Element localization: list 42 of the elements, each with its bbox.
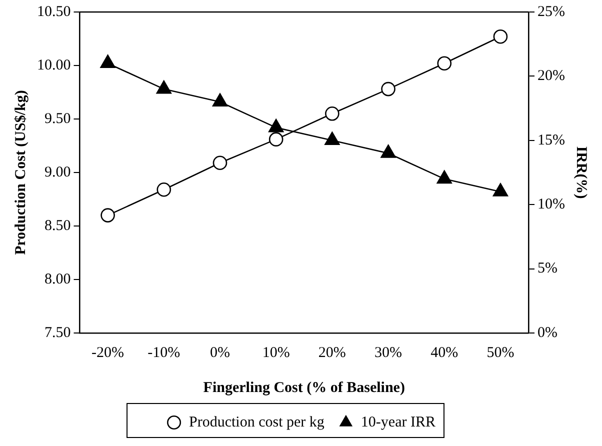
point [156, 182, 172, 197]
point [212, 93, 228, 107]
x-tick-label: -10% [148, 344, 180, 361]
y2-tick-label: 20% [538, 68, 566, 84]
x-tick-label: 50% [486, 344, 514, 361]
y2-tick-label: 15% [538, 132, 566, 148]
y-tick-label: 10.50 [37, 4, 71, 20]
y-axis-title: Production Cost (US$/kg) [12, 90, 29, 255]
point [212, 156, 228, 170]
y-tick-label: 9.00 [44, 164, 71, 180]
point [268, 132, 284, 146]
point [100, 54, 116, 68]
y-tick-label: 8.00 [44, 271, 71, 288]
x-tick-label: 20% [318, 344, 346, 361]
point [492, 183, 508, 196]
point [380, 144, 396, 158]
legend-label: Production cost per kg [189, 414, 325, 430]
y-tick-label: 10.00 [37, 57, 71, 74]
point [437, 56, 452, 71]
legend-label: 10-year IRR [360, 414, 436, 430]
point [100, 208, 115, 222]
point [436, 170, 452, 184]
point [493, 29, 508, 44]
y-tick-label: 8.50 [44, 218, 71, 234]
x-tick-label: -20% [92, 344, 124, 361]
point [325, 106, 340, 121]
y2-tick-label: 25% [538, 4, 566, 20]
x-tick-label: 40% [430, 344, 458, 361]
x-tick-label: 10% [262, 344, 290, 361]
y-tick-label: 7.50 [44, 324, 71, 341]
y2-axis-title: IRR(%) [573, 146, 590, 199]
y2-tick-label: 10% [538, 196, 566, 213]
point [381, 82, 396, 96]
point [268, 118, 284, 132]
x-axis-title: Fingerling Cost (% of Baseline) [203, 380, 405, 396]
y-tick-label: 9.50 [44, 110, 71, 127]
y2-tick-label: 5% [538, 260, 558, 277]
point [324, 132, 340, 146]
x-tick-label: 0% [210, 344, 230, 361]
y2-tick-label: 0% [538, 324, 558, 341]
point [156, 80, 172, 94]
x-tick-label: 30% [374, 344, 402, 361]
